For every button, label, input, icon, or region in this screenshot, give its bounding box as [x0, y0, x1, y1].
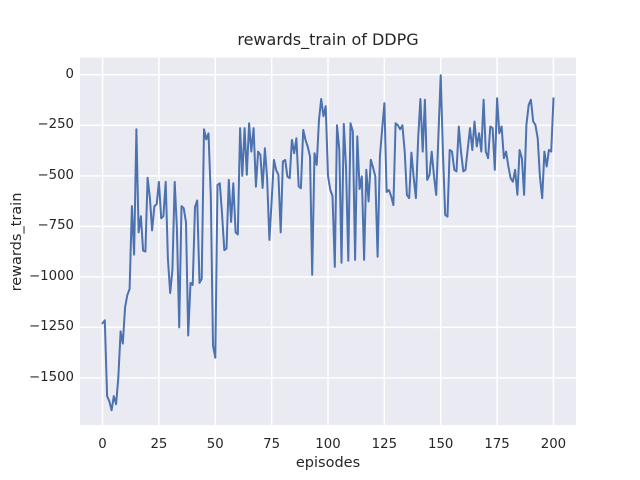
- x-tick-label: 25: [150, 437, 168, 452]
- x-tick-label: 100: [315, 437, 341, 452]
- chart-title: rewards_train of DDPG: [237, 30, 419, 49]
- y-tick-label: 0: [65, 66, 74, 82]
- x-tick-label: 75: [263, 437, 281, 452]
- x-axis-label: episodes: [295, 455, 361, 471]
- x-tick-label: 125: [371, 437, 398, 452]
- y-tick-label: −1000: [29, 268, 74, 284]
- y-tick-label: −1500: [29, 369, 74, 385]
- y-tick-label: −500: [37, 167, 74, 183]
- x-tick-label: 175: [484, 437, 510, 452]
- y-tick-label: −250: [37, 117, 74, 133]
- x-tick-label: 150: [428, 437, 454, 452]
- y-tick-label: −1250: [29, 319, 74, 335]
- y-tick-label: −750: [37, 218, 74, 234]
- x-tick-label: 200: [540, 437, 567, 452]
- line-series: [101, 74, 555, 412]
- x-tick-label: 0: [98, 437, 107, 452]
- x-tick-label: 50: [206, 437, 224, 452]
